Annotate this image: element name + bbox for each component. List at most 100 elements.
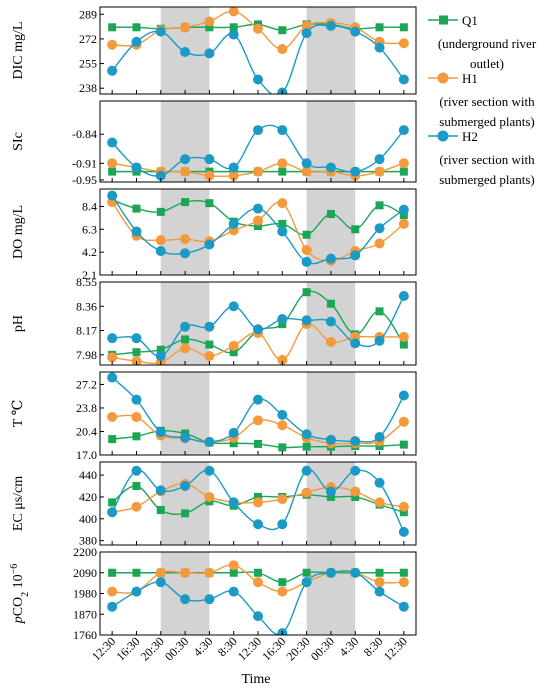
data-point-h2 (107, 333, 118, 344)
data-point-h1 (301, 487, 312, 498)
data-point-q1 (399, 23, 408, 32)
legend-series-description: (underground river (438, 36, 537, 51)
data-point-h1 (277, 420, 288, 431)
legend-series-description: (river section with (439, 94, 535, 109)
data-point-h1 (204, 491, 215, 502)
data-point-h2 (107, 137, 118, 148)
data-point-h2 (204, 48, 215, 59)
data-point-h2 (131, 586, 142, 597)
data-point-h2 (107, 507, 118, 518)
data-point-h2 (301, 465, 312, 476)
data-point-q1 (229, 568, 238, 577)
data-point-h1 (398, 501, 409, 512)
data-point-q1 (399, 568, 408, 577)
data-point-h2 (325, 162, 336, 173)
data-point-h1 (228, 7, 239, 17)
data-point-h2 (107, 190, 118, 201)
y-tick-label: 1760 (73, 628, 97, 642)
legend-series-description: (river section with (439, 152, 535, 167)
data-point-h2 (277, 519, 288, 530)
data-point-h2 (277, 125, 288, 136)
data-point-h2 (350, 26, 361, 37)
data-point-h2 (155, 485, 166, 496)
data-point-h2 (228, 29, 239, 40)
data-point-h2 (131, 465, 142, 476)
y-axis-label: DO mg/L (11, 205, 26, 259)
x-tick-label: 4:30 (191, 634, 216, 659)
data-point-h2 (253, 324, 263, 335)
night-band (306, 552, 356, 635)
panel-frame (99, 551, 417, 636)
data-point-q1 (254, 492, 262, 501)
data-point-h1 (204, 16, 215, 27)
data-point-h2 (204, 154, 215, 165)
data-point-q1 (326, 492, 335, 501)
data-point-h2 (325, 434, 336, 445)
data-point-h1 (204, 567, 215, 578)
data-point-h2 (374, 432, 385, 443)
data-point-q1 (254, 222, 262, 231)
data-point-q1 (302, 288, 311, 297)
data-point-h1 (155, 567, 166, 578)
data-point-q1 (278, 26, 287, 35)
data-point-h1 (398, 158, 409, 169)
data-point-q1 (278, 320, 287, 329)
data-point-h2 (325, 567, 336, 578)
data-point-h1 (253, 23, 263, 34)
data-point-h2 (228, 162, 239, 173)
data-point-h2 (350, 436, 361, 447)
data-point-q1 (399, 508, 408, 517)
chart-panels: 238 255 272 289 DIC mg/L -0.95 -0.91 -0.84 SIc 2.… (9, 6, 417, 642)
data-point-q1 (108, 498, 117, 507)
data-point-q1 (132, 432, 141, 441)
y-tick-label: 2200 (73, 545, 97, 559)
data-point-h2 (350, 465, 361, 476)
y-tick-label: 1980 (73, 587, 97, 601)
y-tick-label: 7.98 (76, 348, 97, 362)
data-point-q1 (302, 230, 311, 239)
panel-4: 7.98 8.17 8.36 8.55 pH (11, 275, 417, 366)
data-point-h2 (398, 74, 409, 85)
data-point-h2 (180, 432, 191, 443)
data-point-h1 (277, 198, 288, 209)
data-point-h1 (253, 497, 263, 508)
y-tick-label: 8.4 (82, 199, 97, 213)
legend-series-name: H1 (462, 71, 478, 86)
data-point-h2 (398, 526, 409, 537)
legend: Q1 (underground river outlet)H1 (river sect… (428, 13, 537, 187)
y-tick-label: 440 (79, 468, 97, 482)
data-point-h1 (180, 343, 191, 354)
data-point-q1 (205, 340, 214, 349)
panel-7: 1760 1870 1980 2090 2200 pCO2 10−6 (9, 545, 417, 642)
data-point-q1 (254, 439, 262, 448)
data-point-h2 (374, 223, 385, 234)
data-point-h2 (350, 567, 361, 578)
data-point-h1 (107, 352, 118, 363)
data-point-h2 (325, 316, 336, 327)
data-point-q1 (229, 348, 238, 357)
data-point-q1 (399, 440, 408, 449)
data-point-h2 (180, 594, 191, 605)
data-point-h1 (155, 235, 166, 246)
legend-series-description: submerged plants) (439, 114, 534, 129)
y-tick-label: 289 (79, 7, 97, 21)
data-point-h2 (131, 226, 142, 237)
data-point-h2 (325, 253, 336, 264)
data-point-q1 (375, 307, 384, 316)
data-point-h1 (277, 158, 288, 169)
panel-5: 17.0 20.4 23.8 27.2 T ℃ (11, 371, 417, 462)
data-point-q1 (399, 211, 408, 220)
data-point-h1 (131, 411, 142, 422)
data-point-h2 (180, 46, 191, 57)
y-tick-label: 380 (79, 534, 97, 548)
y-axis-label: DIC mg/L (11, 22, 26, 80)
data-point-h1 (398, 38, 409, 49)
data-point-q1 (156, 506, 165, 515)
data-point-h2 (325, 486, 336, 497)
data-point-h1 (301, 20, 312, 31)
data-point-h2 (107, 65, 118, 76)
data-point-h1 (277, 586, 288, 597)
data-point-q1 (156, 345, 165, 354)
data-point-h2 (107, 601, 118, 612)
